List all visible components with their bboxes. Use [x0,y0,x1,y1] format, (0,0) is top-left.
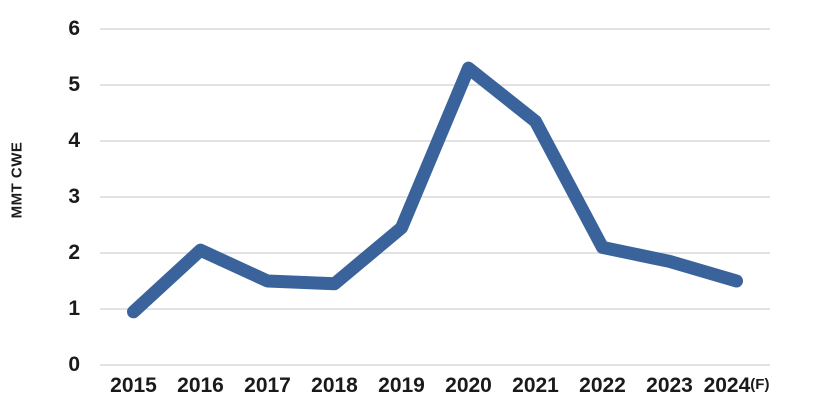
y-tick-label: 3 [68,185,80,208]
x-tick-label: 2017 [220,374,316,398]
y-tick-label: 6 [68,17,80,40]
x-tick-label-text: 2023 [646,374,693,397]
x-tick-label-text: 2024 [703,374,751,397]
y-tick-label: 2 [68,241,80,264]
x-tick-label: 2024(F) [689,374,785,398]
x-tick-label-text: 2016 [177,374,224,397]
y-tick-label: 5 [68,73,80,96]
x-tick-label: 2018 [287,374,383,398]
x-tick-label-text: 2018 [311,374,358,397]
y-tick-label: 4 [68,129,80,152]
y-tick-label: 0 [68,353,80,376]
x-tick-label: 2019 [354,374,450,398]
x-tick-label-text: 2022 [579,374,626,397]
y-tick-label: 1 [68,297,80,320]
x-tick-label-text: 2017 [244,374,291,397]
data-line [127,61,743,319]
x-tick-label: 2021 [488,374,584,398]
x-tick-label-text: 2020 [445,374,492,397]
x-tick-label: 2020 [421,374,517,398]
x-tick-label: 2023 [622,374,718,398]
x-tick-label: 2022 [555,374,651,398]
x-tick-label-text: 2019 [378,374,425,397]
x-tick-label-text: 2015 [110,374,157,397]
x-tick-label-text: 2021 [512,374,559,397]
x-tick-label: 2015 [86,374,182,398]
x-tick-label-suffix: (F) [750,376,770,393]
x-tick-label: 2016 [153,374,249,398]
